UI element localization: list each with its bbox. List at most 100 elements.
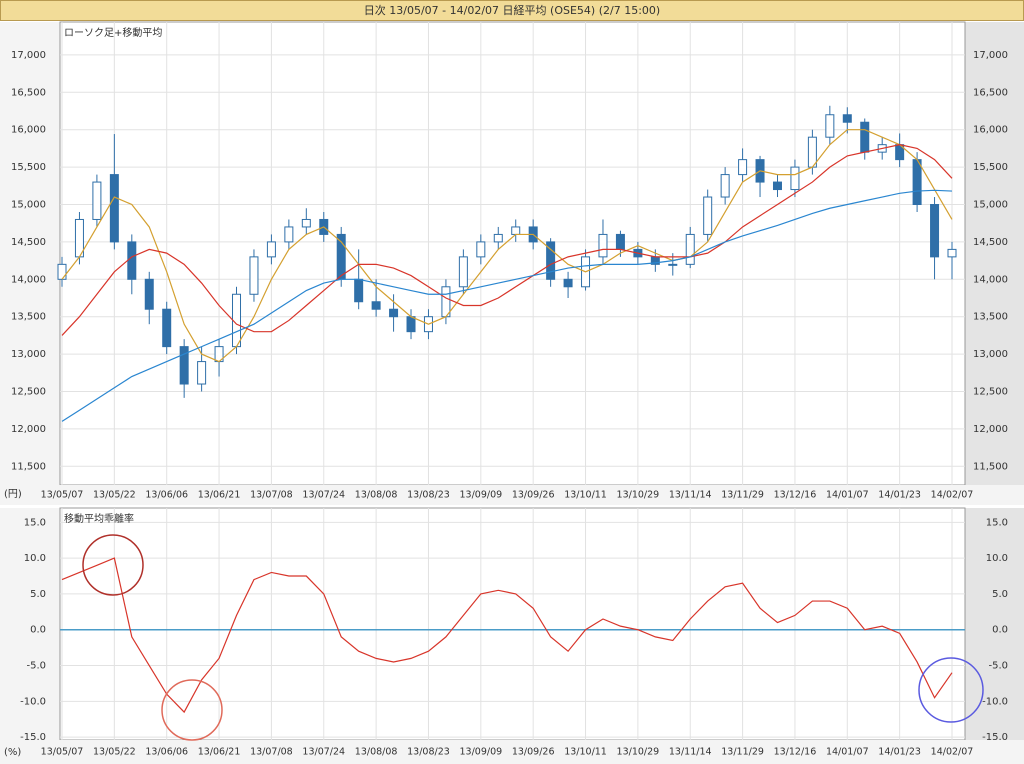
x-axis-area [0, 485, 1024, 505]
y-tick-label: 5.0 [30, 589, 46, 600]
y-tick-label: 15,000 [973, 200, 1008, 211]
y-tick-label: 13,000 [973, 349, 1008, 360]
x-tick-label: 13/10/29 [617, 747, 660, 758]
series-line [61, 189, 953, 422]
x-tick-label: 13/09/09 [459, 490, 502, 501]
candle [598, 219, 608, 265]
candle-body [947, 248, 957, 258]
y-tick-label: -5.0 [988, 661, 1008, 672]
candle-body [266, 241, 276, 258]
candle-body [493, 233, 503, 243]
y-tick-label: 17,000 [11, 50, 46, 61]
x-tick-label: 13/11/14 [669, 490, 712, 501]
y-tick-label: 15.0 [986, 517, 1008, 528]
x-tick-label: 13/10/29 [617, 490, 660, 501]
candle [249, 249, 259, 302]
x-tick-label: 14/02/07 [931, 490, 974, 501]
y-tick-label: 13,000 [11, 349, 46, 360]
left-axis-area [0, 22, 60, 485]
y-tick-label: 12,000 [973, 424, 1008, 435]
y-unit: (円) [4, 489, 22, 500]
y-tick-label: -10.0 [20, 696, 46, 707]
y-tick-label: 10.0 [986, 553, 1008, 564]
candle-body [371, 301, 381, 310]
candle-body [668, 263, 678, 266]
series-line [61, 144, 953, 336]
candle-body [703, 196, 713, 235]
candle [476, 234, 486, 265]
y-tick-label: 14,000 [11, 274, 46, 285]
panel-title: 移動平均乖離率 [64, 512, 134, 525]
candle-body [57, 263, 67, 280]
candle-body [790, 166, 800, 191]
y-tick-label: -15.0 [20, 732, 46, 743]
x-tick-label: 13/06/06 [145, 490, 188, 501]
y-tick-label: 16,500 [11, 87, 46, 98]
x-tick-label: 13/11/29 [721, 490, 764, 501]
x-tick-label: 13/11/29 [721, 747, 764, 758]
candle-body [354, 278, 364, 303]
left-axis-area [0, 508, 60, 740]
candle-body [563, 278, 573, 288]
x-tick-label: 13/05/07 [41, 747, 84, 758]
x-tick-label: 13/06/21 [198, 490, 241, 501]
candle-body [144, 278, 154, 310]
candle [947, 241, 957, 280]
candle-body [842, 114, 852, 123]
y-tick-label: 13,500 [973, 312, 1008, 323]
x-tick-label: 13/08/08 [355, 490, 398, 501]
candle-body [127, 241, 137, 280]
candle-body [738, 159, 748, 176]
candle-body [109, 174, 119, 243]
candle [842, 107, 852, 134]
candle [162, 301, 172, 355]
plot-layer: 11,500 11,500 12,000 12,000 12,500 12,500 13,0… [11, 22, 1008, 758]
x-tick-label: 13/06/21 [198, 747, 241, 758]
x-tick-label: 13/11/14 [669, 747, 712, 758]
y-tick-label: 15.0 [24, 517, 46, 528]
candle [738, 148, 748, 183]
y-tick-label: 16,500 [973, 87, 1008, 98]
candle-body [249, 256, 259, 295]
candle [546, 238, 556, 287]
y-tick-label: 5.0 [992, 589, 1008, 600]
price-panel [59, 21, 966, 486]
candle-body [546, 241, 556, 280]
x-tick-label: 13/07/24 [302, 490, 345, 501]
candle-body [615, 233, 625, 250]
x-tick-label: 13/05/22 [93, 747, 136, 758]
x-tick-label: 13/08/23 [407, 747, 450, 758]
candle-body [598, 233, 608, 258]
y-tick-label: 0.0 [30, 625, 46, 636]
candle [772, 174, 782, 198]
x-tick-label: 13/07/08 [250, 490, 293, 501]
candle-body [825, 114, 835, 138]
x-tick-label: 14/01/23 [878, 747, 921, 758]
y-tick-label: 11,500 [973, 461, 1008, 472]
y-tick-label: -15.0 [982, 732, 1008, 743]
y-tick-label: 13,500 [11, 312, 46, 323]
x-tick-label: 13/08/08 [355, 747, 398, 758]
candle-body [912, 159, 922, 206]
right-axis-area [965, 508, 1024, 740]
highlight-circle [918, 657, 984, 723]
highlight-circle [82, 534, 144, 596]
series-line [61, 129, 953, 363]
candle-body [511, 226, 521, 235]
x-tick-label: 13/09/26 [512, 490, 555, 501]
y-tick-label: 12,500 [973, 387, 1008, 398]
x-tick-label: 13/12/16 [774, 490, 817, 501]
x-axis-area [0, 740, 1024, 764]
y-tick-label: 17,000 [973, 50, 1008, 61]
y-tick-label: 15,500 [973, 162, 1008, 173]
highlight-circle [161, 679, 223, 741]
candle [912, 152, 922, 212]
candle [179, 339, 189, 398]
candle [144, 271, 154, 325]
candle-body [301, 218, 311, 228]
candle-body [92, 181, 102, 220]
x-tick-label: 13/07/08 [250, 747, 293, 758]
x-tick-label: 14/02/07 [931, 747, 974, 758]
y-tick-label: 11,500 [11, 461, 46, 472]
y-tick-label: 12,000 [11, 424, 46, 435]
